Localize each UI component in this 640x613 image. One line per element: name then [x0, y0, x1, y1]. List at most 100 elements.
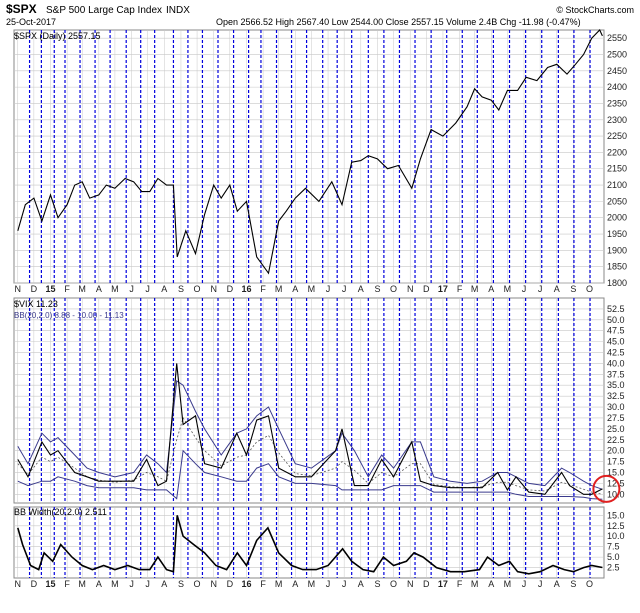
y-tick-label: 2300 [607, 115, 627, 125]
axes: 1800 1850 1900 1950 2000 2050 2100 2150 2200 2250… [15, 33, 628, 589]
x-tick-label: J [522, 284, 527, 294]
y-tick-label: 12.5 [607, 521, 625, 531]
x-tick-label: O [390, 284, 397, 294]
x-tick-label: M [111, 579, 119, 589]
x-tick-label: M [275, 284, 283, 294]
bb-legend: BB(20,2.0) 8.88 - 10.00 - 11.13 [14, 311, 124, 320]
y-tick-label: 2550 [607, 33, 627, 43]
x-tick-label: A [488, 284, 494, 294]
x-tick-label: O [390, 579, 397, 589]
y-tick-label: 1900 [607, 245, 627, 255]
y-tick-label: 2500 [607, 49, 627, 59]
x-tick-label: S [178, 284, 184, 294]
x-tick-label: F [260, 284, 266, 294]
x-tick-label: 17 [438, 579, 448, 589]
y-tick-label: 32.5 [607, 391, 625, 401]
y-tick-label: 47.5 [607, 326, 625, 336]
y-tick-label: 1950 [607, 229, 627, 239]
x-tick-label: F [64, 284, 70, 294]
x-tick-label: S [374, 579, 380, 589]
y-tick-label: 30.0 [607, 402, 625, 412]
x-tick-label: M [504, 284, 512, 294]
x-tick-label: F [64, 579, 70, 589]
x-tick-label: J [326, 579, 331, 589]
y-tick-label: 2400 [607, 82, 627, 92]
chart-date: 25-Oct-2017 [6, 17, 56, 27]
x-tick-label: A [161, 284, 167, 294]
panel-frame [13, 29, 605, 284]
y-tick-label: 2250 [607, 131, 627, 141]
x-tick-label: S [178, 579, 184, 589]
x-tick-label: N [407, 284, 414, 294]
quote-line: Open 2566.52 High 2567.40 Low 2544.00 Cl… [216, 17, 581, 27]
x-tick-label: J [342, 284, 347, 294]
symbol: $SPX [6, 2, 37, 16]
y-tick-label: 10.0 [607, 531, 625, 541]
panels [13, 29, 605, 579]
vix-line [17, 363, 603, 495]
x-tick-label: O [194, 284, 201, 294]
y-tick-label: 37.5 [607, 369, 625, 379]
x-tick-label: A [554, 579, 560, 589]
y-tick-label: 1800 [607, 278, 627, 288]
x-tick-label: M [504, 579, 512, 589]
x-tick-label: A [292, 284, 298, 294]
highlight-annotation [592, 474, 621, 503]
exchange: INDX [166, 5, 190, 16]
y-tick-label: 35.0 [607, 380, 625, 390]
x-tick-label: D [227, 579, 234, 589]
bb-width-line [17, 515, 603, 575]
x-tick-label: A [96, 579, 102, 589]
x-tick-label: A [161, 579, 167, 589]
x-tick-label: 16 [241, 579, 251, 589]
y-tick-label: 42.5 [607, 348, 625, 358]
bbwidth-legend: BB Width(20,2.0) 2.511 [14, 507, 107, 517]
x-tick-label: M [275, 579, 283, 589]
y-tick-label: 15.0 [607, 467, 625, 477]
vix-legend: $VIX 11.23 [14, 299, 58, 309]
x-tick-label: 17 [438, 284, 448, 294]
x-tick-label: M [111, 284, 119, 294]
highlight-circle [592, 474, 621, 503]
x-tick-label: J [342, 579, 347, 589]
y-tick-label: 12.5 [607, 478, 625, 488]
x-tick-label: O [586, 579, 593, 589]
x-tick-label: N [15, 284, 22, 294]
x-tick-label: A [358, 579, 364, 589]
legends: $SPX (Daily) 2557.15 $VIX 11.23 BB(20,2.… [14, 31, 124, 517]
x-tick-label: M [78, 284, 86, 294]
y-tick-label: 2150 [607, 164, 627, 174]
y-tick-label: 2000 [607, 213, 627, 223]
series [17, 29, 603, 575]
x-tick-label: D [423, 284, 430, 294]
y-tick-label: 15.0 [607, 510, 625, 520]
y-tick-label: 5.0 [607, 552, 620, 562]
x-tick-label: J [145, 579, 150, 589]
y-tick-label: 2200 [607, 147, 627, 157]
y-tick-label: 2100 [607, 180, 627, 190]
panel-frame [13, 506, 605, 579]
y-tick-label: 20.0 [607, 446, 625, 456]
x-tick-label: J [538, 284, 543, 294]
x-tick-label: S [570, 579, 576, 589]
spx-price-line [17, 29, 603, 275]
y-tick-label: 2350 [607, 98, 627, 108]
y-tick-label: 27.5 [607, 413, 625, 423]
x-tick-label: N [15, 579, 22, 589]
x-tick-label: N [210, 284, 217, 294]
y-tick-label: 40.0 [607, 358, 625, 368]
x-tick-label: O [194, 579, 201, 589]
x-tick-label: M [308, 579, 316, 589]
price-legend: $SPX (Daily) 2557.15 [14, 31, 101, 41]
x-tick-label: D [31, 284, 38, 294]
x-tick-label: A [96, 284, 102, 294]
y-tick-label: 2.5 [607, 563, 620, 573]
x-tick-label: D [31, 579, 38, 589]
brand-label: © StockCharts.com [556, 5, 634, 15]
x-tick-label: M [308, 284, 316, 294]
y-tick-label: 17.5 [607, 457, 625, 467]
y-tick-label: 2050 [607, 196, 627, 206]
x-tick-label: A [292, 579, 298, 589]
